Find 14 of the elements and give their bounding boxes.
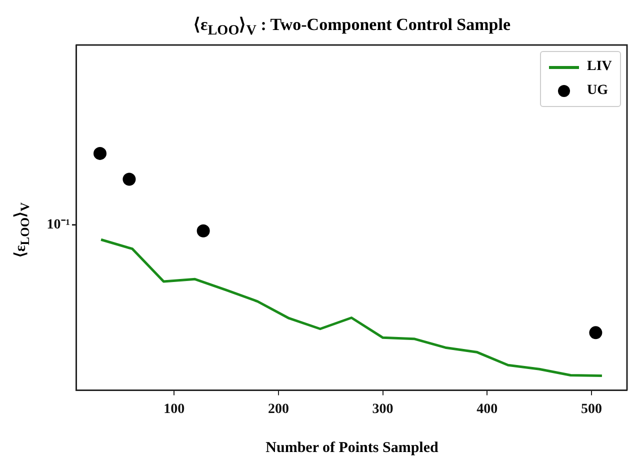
chart-title: ⟨ε$_{LOO}$⟩$_{V}$ : Two-Component Control Sample — [192, 14, 512, 40]
x-tick-label: 200 — [268, 402, 289, 418]
x-tick-label: 400 — [476, 402, 498, 418]
x-tick-label: 100 — [164, 402, 185, 418]
text: 10⁻¹ — [46, 217, 70, 232]
point — [94, 146, 106, 160]
point — [196, 224, 210, 238]
x-tick-label: 500 — [581, 402, 602, 418]
x-axis-title: Number of Points Sampled — [264, 440, 440, 457]
point — [589, 326, 602, 340]
point — [122, 172, 136, 186]
legend-label: LIV — [587, 59, 612, 75]
x-tick-label: 300 — [372, 402, 394, 418]
legend-label: UG — [587, 83, 608, 99]
